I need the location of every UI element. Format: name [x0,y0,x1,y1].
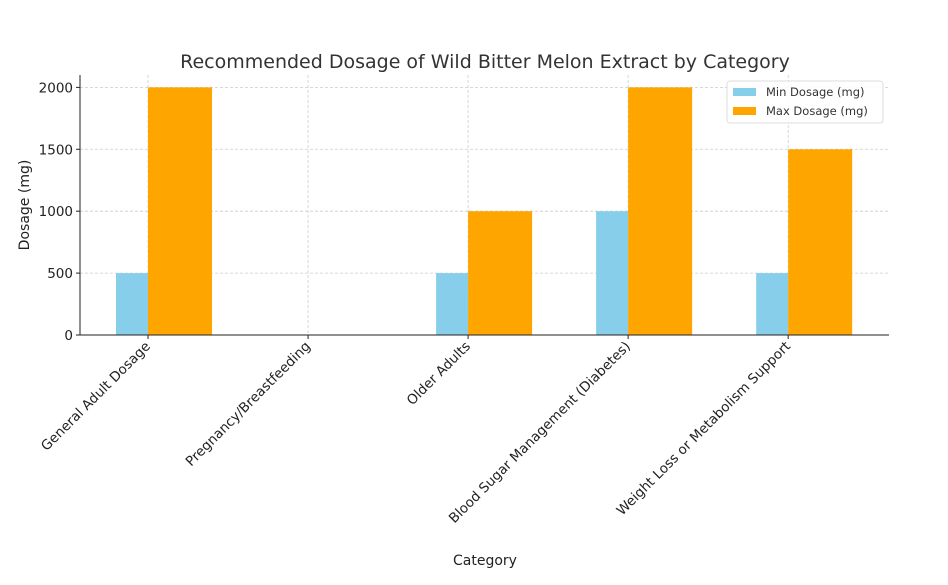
bar-max [468,211,533,335]
x-tick-label: Older Adults [404,339,474,409]
bar-max [628,87,693,335]
bar-max [788,149,853,335]
x-tick-label: Weight Loss or Metabolism Support [614,339,794,519]
bar-min [116,273,149,335]
y-tick-label: 2000 [39,80,73,96]
legend-label: Max Dosage (mg) [766,104,868,118]
y-tick-label: 1000 [39,204,73,220]
x-tick-label: General Adult Dosage [38,339,154,455]
legend-box [726,80,884,124]
bar-min [756,273,789,335]
y-axis-label: Dosage (mg) [17,160,33,251]
chart-title: Recommended Dosage of Wild Bitter Melon … [180,51,790,73]
bar-max [148,87,213,335]
legend-swatch [733,107,756,115]
bar-min [436,273,469,335]
x-tick-label: Pregnancy/Breastfeeding [183,339,314,470]
bars [116,87,853,335]
x-axis-label: Category [453,553,517,569]
legend-label: Min Dosage (mg) [766,85,865,99]
y-tick-label: 0 [64,328,73,344]
bar-min [596,211,629,335]
y-tick-label: 500 [47,266,73,282]
x-tick-label: Blood Sugar Management (Diabetes) [446,339,634,527]
legend-swatch [733,88,756,96]
legend: Min Dosage (mg) Max Dosage (mg) [726,80,884,124]
y-tick-label: 1500 [39,142,73,158]
